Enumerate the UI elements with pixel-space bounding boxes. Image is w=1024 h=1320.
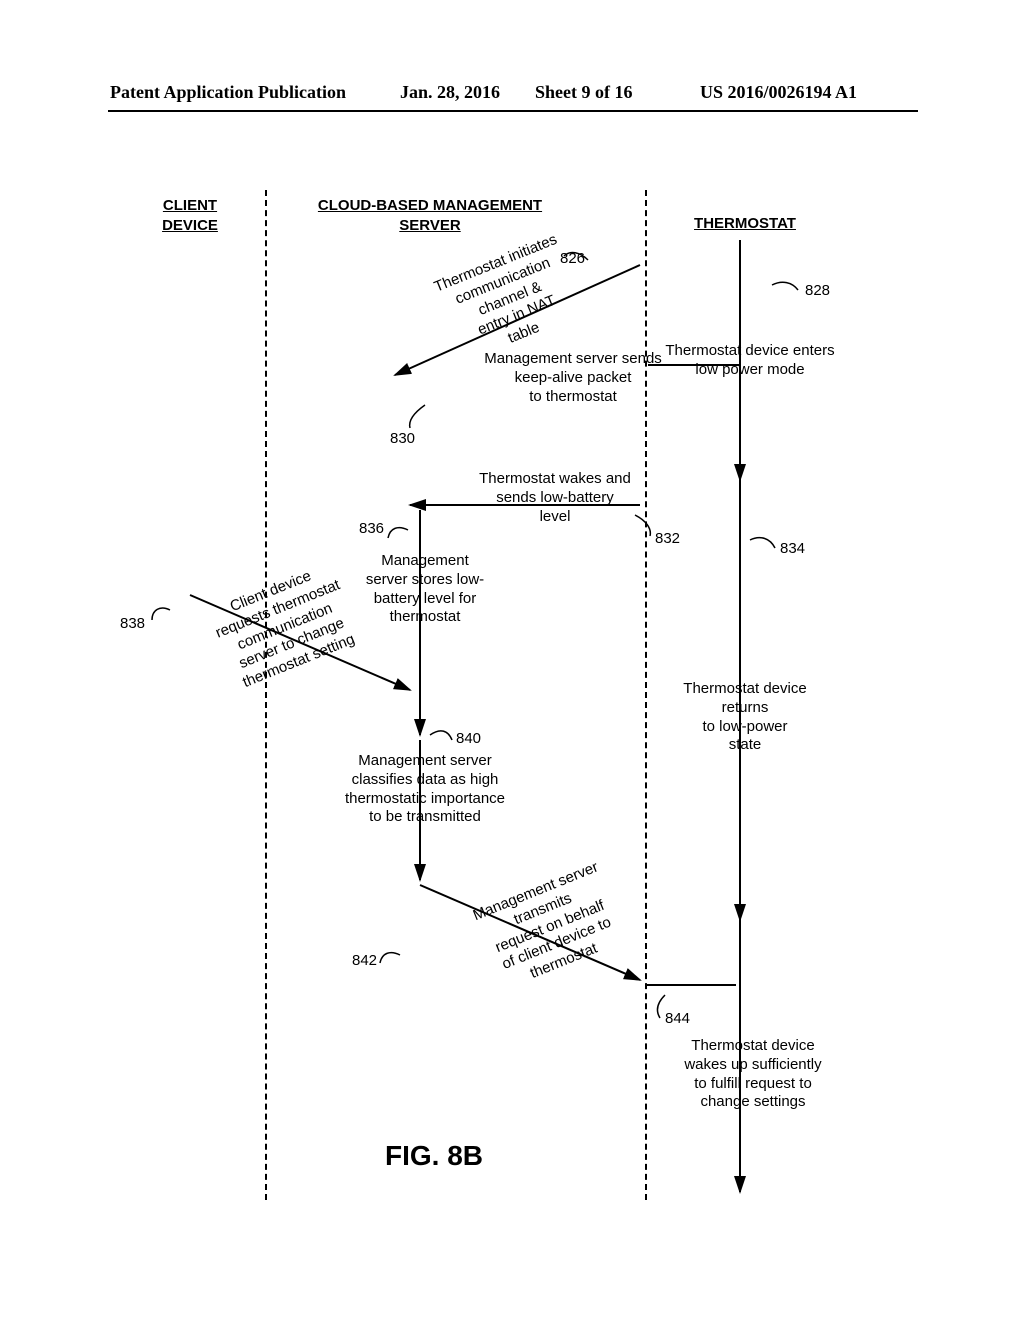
publication-label: Patent Application Publication xyxy=(110,82,346,103)
ref-842: 842 xyxy=(352,952,377,969)
ref-836: 836 xyxy=(359,520,384,537)
label-832: Thermostat wakes andsends low-batterylev… xyxy=(465,470,645,526)
header-divider xyxy=(108,110,918,112)
sequence-diagram: CLIENTDEVICE CLOUD-BASED MANAGEMENTSERVE… xyxy=(110,180,910,1200)
ref-828: 828 xyxy=(805,282,830,299)
ref-838: 838 xyxy=(120,615,145,632)
label-840: Management serverclassifies data as high… xyxy=(320,752,530,827)
figure-title: FIG. 8B xyxy=(385,1140,483,1172)
publication-date: Jan. 28, 2016 xyxy=(400,82,500,103)
page: Patent Application Publication Jan. 28, … xyxy=(0,0,1024,1320)
publication-number: US 2016/0026194 A1 xyxy=(700,82,857,103)
ref-840: 840 xyxy=(456,730,481,747)
label-834: Thermostat devicereturnsto low-powerstat… xyxy=(665,680,825,755)
ref-834: 834 xyxy=(780,540,805,557)
ref-832: 832 xyxy=(655,530,680,547)
ref-830: 830 xyxy=(390,430,415,447)
ref-826: 826 xyxy=(560,250,585,267)
ref-844: 844 xyxy=(665,1010,690,1027)
label-830: Management server sendskeep-alive packet… xyxy=(468,350,678,406)
label-828: Thermostat device enterslow power mode xyxy=(650,342,850,380)
label-844: Thermostat devicewakes up sufficientlyto… xyxy=(663,1037,843,1112)
sheet-number: Sheet 9 of 16 xyxy=(535,82,633,103)
